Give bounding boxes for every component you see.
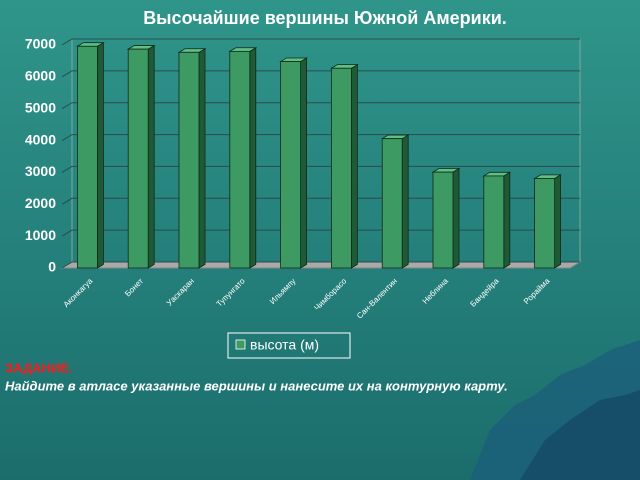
- y-tick-label: 3000: [25, 163, 56, 179]
- bar: [381, 138, 403, 269]
- mountains: [520, 390, 640, 480]
- y-tick-label: 0: [48, 259, 56, 275]
- bar-side: [300, 57, 308, 269]
- y-tick-label: 5000: [25, 99, 56, 115]
- y-tick-label: 6000: [25, 68, 56, 84]
- bar: [483, 175, 505, 269]
- chart-title: Высочайшие вершины Южной Америки.: [143, 8, 507, 28]
- grid-line: [61, 134, 580, 142]
- bar: [229, 50, 251, 269]
- bar: [178, 51, 200, 269]
- grid-line: [61, 229, 580, 237]
- bar: [280, 61, 302, 269]
- bar-side: [452, 167, 460, 269]
- bar: [330, 67, 352, 269]
- y-tick-label: 4000: [25, 131, 56, 147]
- bar-side: [401, 134, 409, 269]
- bar-side: [97, 41, 104, 269]
- grid-line: [61, 70, 580, 78]
- bar-side: [503, 171, 511, 269]
- grid-line: [61, 261, 580, 269]
- task-text: Найдите в атласе указанные вершины и нан…: [5, 378, 508, 393]
- bar: [77, 45, 98, 269]
- task-heading: ЗАДАНИЕ.: [5, 360, 73, 375]
- grid-line: [61, 102, 580, 110]
- y-tick-label: 7000: [25, 36, 56, 52]
- bar-side: [147, 44, 155, 269]
- y-tick-label: 1000: [25, 227, 56, 243]
- legend-label: высота (м): [250, 337, 319, 353]
- bar: [127, 48, 149, 269]
- bar: [534, 178, 555, 269]
- grid-line: [61, 38, 580, 46]
- y-tick-label: 2000: [25, 195, 56, 211]
- legend-box: [227, 332, 351, 359]
- legend-swatch: [235, 339, 246, 350]
- grid-line: [61, 197, 580, 205]
- bar: [432, 171, 454, 269]
- grid-line: [61, 165, 580, 173]
- bar-side: [350, 63, 358, 269]
- bar-side: [198, 48, 206, 269]
- bar-side: [554, 174, 561, 269]
- bar-side: [249, 47, 257, 269]
